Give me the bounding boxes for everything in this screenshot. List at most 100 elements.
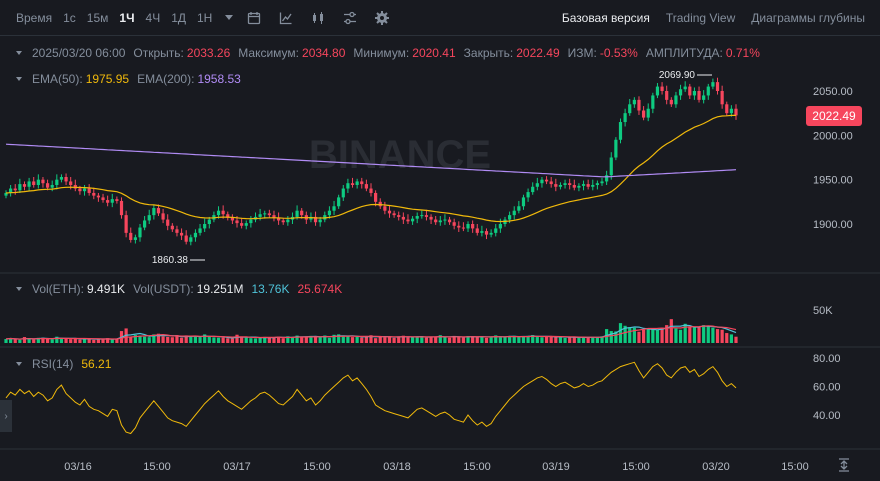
candle-body: [138, 227, 142, 238]
timeframe-6[interactable]: 1Н: [197, 10, 213, 25]
volume-bar: [720, 329, 724, 343]
candle-body: [489, 232, 493, 235]
volume-bar: [41, 337, 45, 343]
timeframe-dropdown-icon[interactable]: [225, 15, 234, 20]
volume-bar: [729, 334, 733, 343]
volume-bar: [725, 333, 729, 343]
timeframe-2[interactable]: 15м: [86, 10, 109, 25]
volume-bar: [50, 339, 54, 343]
candle-body: [193, 232, 198, 238]
volume-bar: [549, 336, 553, 343]
timeframe-selector: Время 1с 15м 1Ч 4Ч 1Д 1Н: [0, 0, 407, 36]
settings-sliders-icon[interactable]: [343, 11, 357, 25]
candle-date: 2025/03/20 06:00: [32, 46, 126, 60]
volume-bar: [22, 337, 27, 343]
candle-body: [605, 175, 609, 182]
timeframe-0[interactable]: Время: [16, 10, 53, 25]
candle-body: [216, 210, 221, 216]
volume-bar: [641, 329, 646, 343]
ema-legend: EMA(50): 1975.95 EMA(200): 1958.53: [16, 72, 249, 86]
candle-body: [434, 219, 438, 223]
collapse-arrow-icon[interactable]: [16, 51, 22, 55]
gear-icon[interactable]: [375, 10, 390, 25]
volume-bar: [665, 325, 669, 343]
volume-bar: [443, 337, 447, 343]
volume-bar: [230, 338, 234, 343]
candle-body: [697, 91, 701, 100]
volume-bar: [360, 337, 364, 343]
view-tab-2[interactable]: Диаграммы глубины: [751, 11, 865, 25]
view-tab-0[interactable]: Базовая версия: [561, 11, 650, 25]
volume-bar: [494, 335, 498, 343]
candle-body: [480, 231, 484, 233]
volume-bar: [332, 334, 336, 343]
candle-body: [350, 183, 355, 185]
indicator-chart-icon[interactable]: [279, 11, 293, 25]
collapse-arrow-icon[interactable]: [16, 287, 22, 291]
expand-panel-icon[interactable]: ›: [0, 400, 12, 432]
candle-body: [207, 219, 211, 224]
volume-bar: [304, 337, 308, 343]
volume-bar: [572, 336, 576, 343]
candle-body: [147, 215, 151, 221]
candle-body: [230, 217, 234, 221]
collapse-arrow-icon[interactable]: [16, 77, 22, 81]
candle-body: [424, 215, 429, 217]
volume-bar: [628, 327, 632, 343]
candle-body: [374, 192, 378, 202]
volume-bar: [115, 339, 119, 343]
reset-scale-icon[interactable]: [834, 456, 854, 474]
candle-body: [258, 214, 262, 217]
volume-bar: [734, 336, 738, 343]
volume-bar: [240, 336, 244, 343]
candle-body: [156, 208, 161, 214]
candle-body: [341, 188, 345, 198]
high-value: 2034.80: [302, 46, 346, 60]
volume-bar: [383, 337, 387, 343]
timeframe-5[interactable]: 1Д: [171, 10, 186, 25]
candle-type-icon[interactable]: [311, 11, 325, 25]
candle-body: [618, 122, 623, 140]
timeframe-4[interactable]: 4Ч: [145, 10, 161, 25]
candle-body: [203, 224, 207, 229]
volume-bar: [27, 338, 31, 343]
calendar-icon[interactable]: [247, 11, 261, 25]
volume-bar: [147, 337, 151, 343]
candle-body: [581, 184, 586, 186]
rsi-line: [5, 361, 737, 435]
volume-bar: [18, 339, 22, 343]
rsi-label: RSI(14): [32, 357, 74, 371]
volume-bar: [655, 330, 660, 343]
volume-bar: [101, 338, 105, 343]
candle-body: [420, 215, 424, 217]
view-tab-1[interactable]: Trading View: [665, 11, 736, 25]
candle-body: [563, 183, 567, 185]
volume-bar: [475, 337, 479, 343]
timeframe-3[interactable]: 1Ч: [119, 10, 135, 25]
candle-body: [461, 227, 466, 229]
candle-body: [475, 228, 479, 233]
candle-body: [286, 219, 290, 223]
volume-bar: [346, 336, 350, 343]
close-value: 2022.49: [516, 46, 560, 60]
timeframe-1[interactable]: 1с: [63, 10, 76, 25]
candle-body: [309, 216, 313, 220]
candle-body: [660, 86, 664, 91]
volume-bar: [161, 336, 165, 343]
candle-body: [9, 188, 13, 193]
volume-bar: [286, 336, 290, 343]
volume-bar: [586, 337, 590, 343]
chart-canvas[interactable]: BINANCE 2050.00 2000.00 1950.00 1900.00 2069.…: [0, 36, 880, 481]
candle-body: [734, 108, 738, 116]
time-axis-label: 03/20: [702, 461, 730, 473]
volume-bar: [410, 337, 415, 343]
candle-body: [729, 108, 733, 114]
change-value: -0.53%: [599, 46, 638, 60]
volume-bar: [309, 335, 313, 343]
candle-body: [591, 184, 595, 187]
volume-bar: [457, 336, 461, 343]
volume-bar: [678, 329, 683, 343]
collapse-arrow-icon[interactable]: [16, 362, 22, 366]
volume-bar: [563, 337, 567, 343]
volume-bar: [290, 337, 295, 343]
